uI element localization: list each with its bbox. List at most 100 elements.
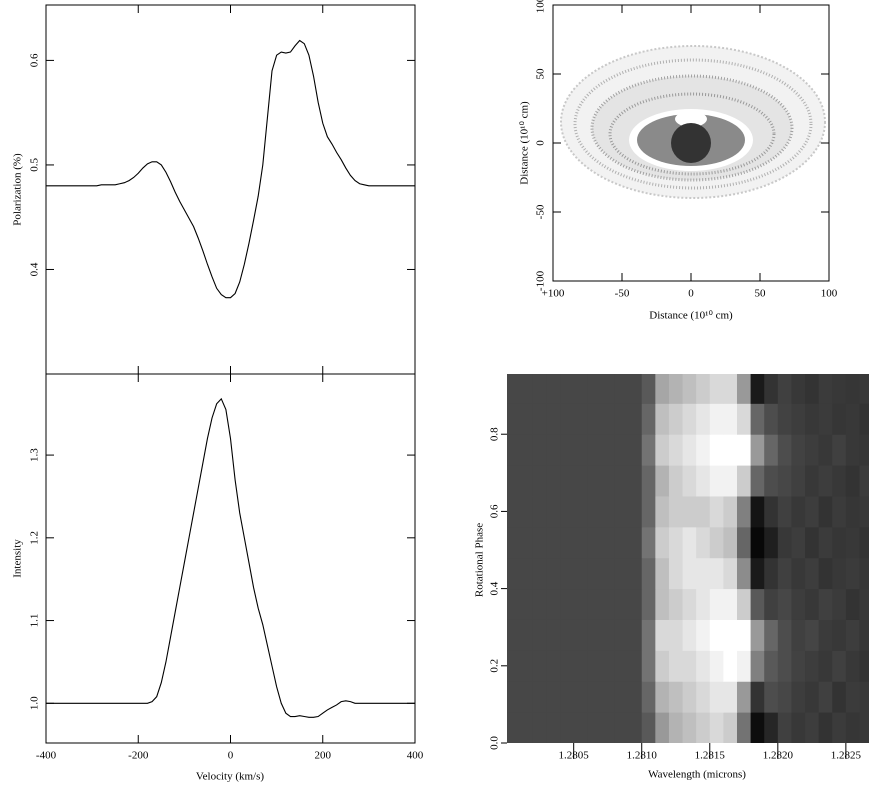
heat-cell bbox=[818, 650, 833, 682]
heat-cell bbox=[832, 712, 847, 743]
heat-cell bbox=[641, 434, 656, 466]
heat-cell bbox=[546, 465, 561, 497]
heat-cell bbox=[750, 434, 765, 466]
heat-cell bbox=[805, 557, 820, 590]
heat-cell bbox=[519, 557, 534, 590]
heat-cell bbox=[587, 650, 602, 682]
x-axis-label: Wavelength (microns) bbox=[648, 769, 746, 781]
heat-cell bbox=[818, 434, 833, 466]
heat-cell bbox=[723, 681, 738, 713]
heat-cell bbox=[655, 434, 670, 466]
heat-cell bbox=[600, 650, 616, 682]
heat-cell bbox=[750, 465, 765, 497]
heat-cell bbox=[764, 557, 779, 590]
heat-cell bbox=[791, 557, 806, 590]
heat-cell bbox=[723, 619, 738, 651]
heat-cell bbox=[507, 374, 520, 404]
heat-cell bbox=[818, 403, 833, 435]
heat-cell bbox=[723, 374, 738, 404]
heat-cell bbox=[764, 465, 779, 497]
heat-cell bbox=[668, 526, 684, 559]
heat-cell bbox=[532, 557, 547, 590]
y-axis-label: Intensity bbox=[12, 539, 24, 578]
heat-cell bbox=[519, 434, 534, 466]
heat-cell bbox=[696, 434, 711, 466]
heat-cell bbox=[682, 374, 697, 404]
heat-cell bbox=[750, 557, 765, 590]
heat-cell bbox=[859, 619, 869, 651]
heat-cell bbox=[587, 619, 602, 651]
y-axis-label: Polarization (%) bbox=[12, 153, 24, 226]
y-tick-label: 100 bbox=[535, 0, 547, 13]
heat-cell bbox=[628, 403, 643, 435]
heat-cell bbox=[507, 495, 520, 528]
heat-cell bbox=[777, 588, 792, 620]
heat-cell bbox=[614, 681, 629, 713]
heat-cell bbox=[696, 403, 711, 435]
heat-cell bbox=[532, 650, 547, 682]
x-tick-label: 1.2805 bbox=[559, 750, 590, 762]
heat-cell bbox=[764, 588, 779, 620]
y-tick-label: 1.2 bbox=[29, 531, 41, 545]
heat-cell bbox=[777, 619, 792, 651]
heat-cell bbox=[573, 374, 588, 404]
heat-cell bbox=[546, 403, 561, 435]
heat-cell bbox=[600, 495, 616, 528]
heat-cell bbox=[655, 374, 670, 404]
heat-cell bbox=[805, 403, 820, 435]
heat-cell bbox=[777, 650, 792, 682]
plot-frame bbox=[45, 373, 416, 744]
heat-cell bbox=[628, 650, 643, 682]
y-tick-label: 1.3 bbox=[29, 448, 41, 462]
heat-cell bbox=[709, 588, 724, 620]
heat-cell bbox=[696, 650, 711, 682]
heat-cell bbox=[532, 434, 547, 466]
y-tick-label: 1.1 bbox=[29, 614, 41, 628]
heat-cell bbox=[641, 619, 656, 651]
heat-cell bbox=[682, 619, 697, 651]
heat-cell bbox=[587, 434, 602, 466]
heat-cell bbox=[560, 434, 575, 466]
x-tick-label: -50 bbox=[615, 288, 630, 300]
heat-cell bbox=[805, 681, 820, 713]
heat-cell bbox=[587, 557, 602, 590]
heat-cell bbox=[723, 526, 738, 559]
heat-cell bbox=[682, 650, 697, 682]
heat-cell bbox=[696, 465, 711, 497]
heat-cell bbox=[614, 374, 629, 404]
y-tick-label: 0.0 bbox=[489, 736, 501, 750]
heat-cell bbox=[628, 495, 643, 528]
heat-cell bbox=[723, 557, 738, 590]
heat-cell bbox=[709, 557, 724, 590]
heat-cell bbox=[845, 465, 860, 497]
heat-cell bbox=[696, 712, 711, 743]
heat-cell bbox=[709, 403, 724, 435]
heat-cell bbox=[750, 619, 765, 651]
heat-cell bbox=[519, 650, 534, 682]
heat-cell bbox=[682, 465, 697, 497]
heat-cell bbox=[832, 403, 847, 435]
heat-cell bbox=[736, 588, 752, 620]
y-tick-label: -100 bbox=[535, 270, 547, 291]
heat-cell bbox=[805, 712, 820, 743]
heat-cell bbox=[805, 619, 820, 651]
heat-cell bbox=[709, 681, 724, 713]
heat-cell bbox=[614, 557, 629, 590]
heat-cell bbox=[777, 557, 792, 590]
heat-cell bbox=[791, 712, 806, 743]
heat-cell bbox=[845, 526, 860, 559]
heat-cell bbox=[641, 557, 656, 590]
heat-cell bbox=[682, 403, 697, 435]
heat-cell bbox=[777, 526, 792, 559]
heat-cell bbox=[519, 526, 534, 559]
heat-cell bbox=[655, 650, 670, 682]
heat-cell bbox=[532, 495, 547, 528]
heat-cell bbox=[805, 650, 820, 682]
heat-cell bbox=[546, 434, 561, 466]
heat-cell bbox=[587, 712, 602, 743]
heat-cell bbox=[507, 557, 520, 590]
heat-cell bbox=[573, 619, 588, 651]
heat-cell bbox=[682, 526, 697, 559]
heat-cell bbox=[750, 681, 765, 713]
heat-cell bbox=[818, 557, 833, 590]
